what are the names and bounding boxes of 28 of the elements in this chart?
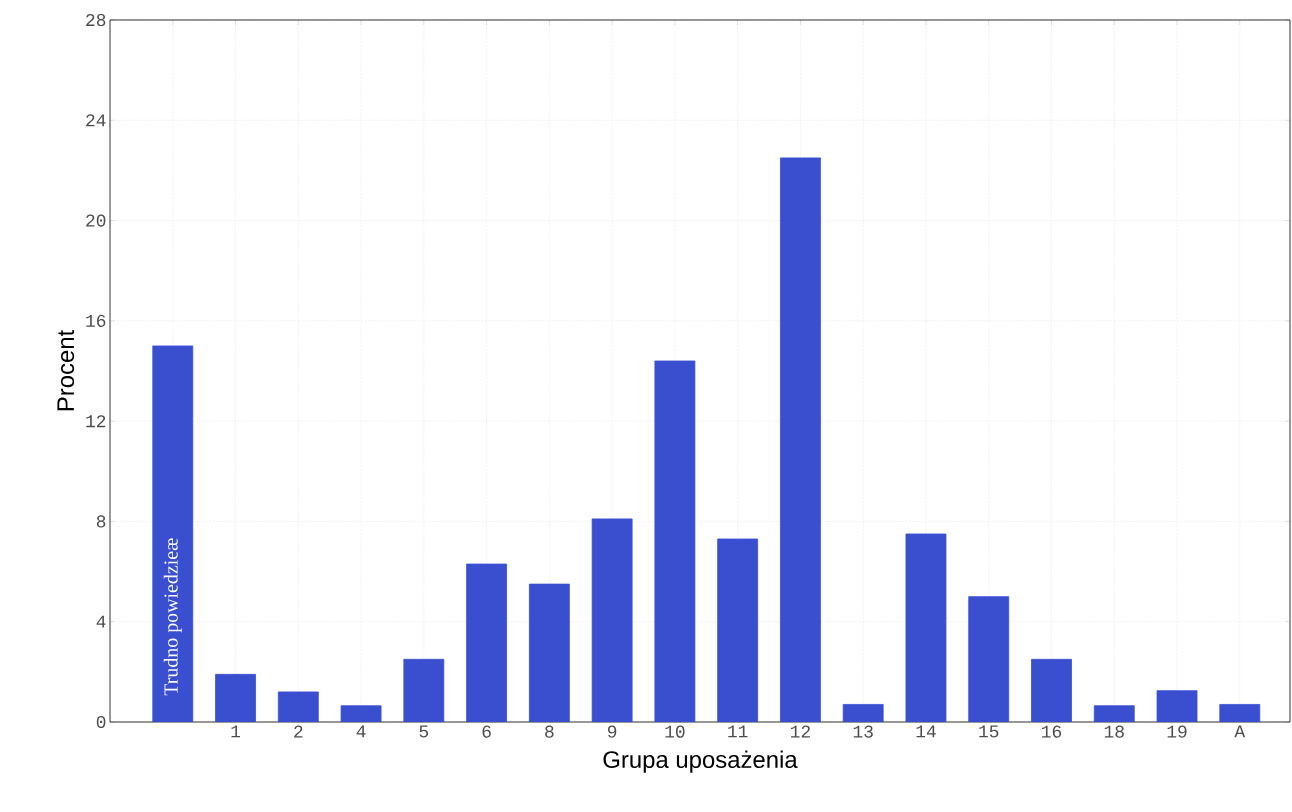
- x-tick-label: A: [1234, 725, 1246, 738]
- x-tick-label: 9: [607, 725, 617, 738]
- x-tick-label: 12: [790, 725, 810, 738]
- x-tick-label: 13: [853, 725, 873, 738]
- y-tick-label: 8: [96, 515, 106, 528]
- y-tick-label: 24: [86, 114, 106, 127]
- x-tick-label: 4: [356, 725, 366, 738]
- x-axis-title: Grupa uposażenia: [603, 750, 798, 773]
- x-tick-label: 18: [1104, 725, 1124, 738]
- x-tick-label: 5: [419, 725, 429, 738]
- y-tick-label: 20: [86, 214, 106, 227]
- x-tick-label: 2: [294, 725, 303, 738]
- y-tick-label: 16: [86, 314, 106, 327]
- x-tick-label: 6: [482, 725, 491, 738]
- x-tick-label: 8: [545, 725, 554, 738]
- x-tick-label: 19: [1167, 725, 1187, 738]
- x-tick-label: 11: [728, 725, 748, 738]
- x-tick-label: 15: [979, 725, 999, 738]
- x-tick-label: 1: [231, 725, 241, 738]
- y-axis-title: Procent: [57, 329, 75, 411]
- x-tick-label: 14: [916, 725, 936, 738]
- y-tick-label: 12: [86, 415, 106, 428]
- x-tick-label: 10: [665, 725, 685, 738]
- y-tick-label: 4: [96, 615, 106, 628]
- x-tick-label: 16: [1042, 725, 1062, 738]
- x-tick-label: Trudno powiedzieæ: [163, 538, 182, 696]
- y-tick-label: 0: [96, 715, 106, 729]
- y-tick-label: 28: [86, 13, 106, 27]
